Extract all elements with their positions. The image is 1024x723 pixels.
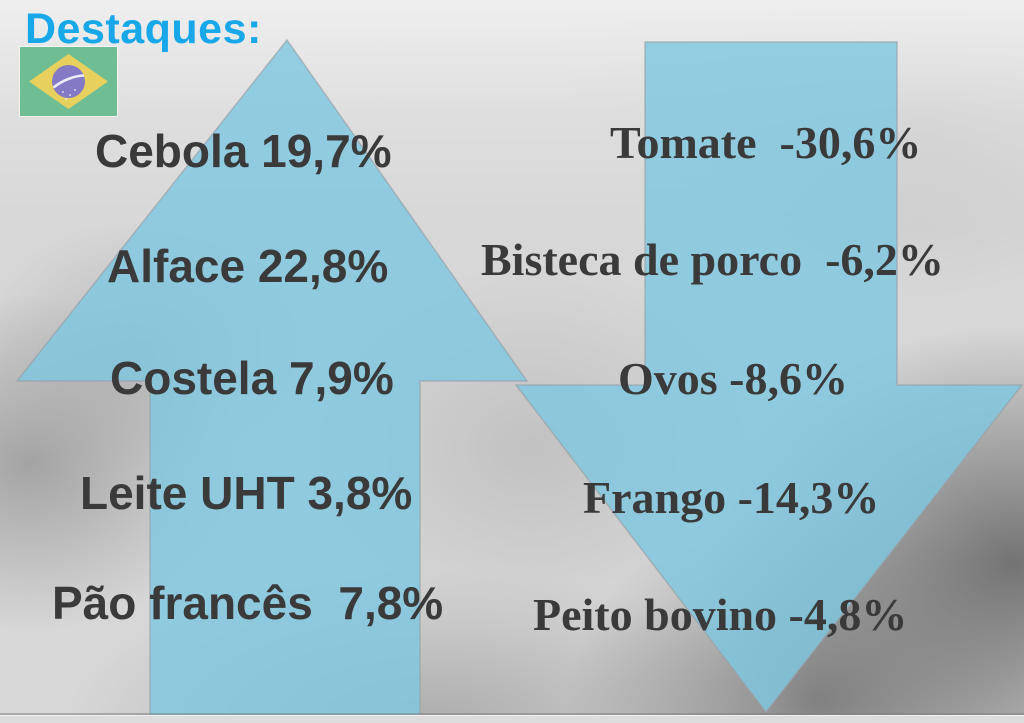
list-item-increase: Costela 7,9% [110,352,394,404]
slide-bottom-edge [0,715,1024,723]
list-item-increase: Cebola 19,7% [95,125,392,177]
down-arrow-icon [514,41,1024,714]
list-item-decrease: Tomate -30,6% [610,117,922,168]
list-item-increase: Alface 22,8% [107,240,389,292]
brazil-flag-icon [19,46,118,117]
page-title: Destaques: [25,5,262,53]
list-item-decrease: Frango -14,3% [583,472,880,523]
list-item-decrease: Ovos -8,6% [618,353,848,404]
list-item-increase: Leite UHT 3,8% [80,467,413,519]
list-item-decrease: Peito bovino -4,8% [533,589,908,640]
list-item-decrease: Bisteca de porco -6,2% [481,234,944,285]
list-item-increase: Pão francês 7,8% [52,577,444,629]
